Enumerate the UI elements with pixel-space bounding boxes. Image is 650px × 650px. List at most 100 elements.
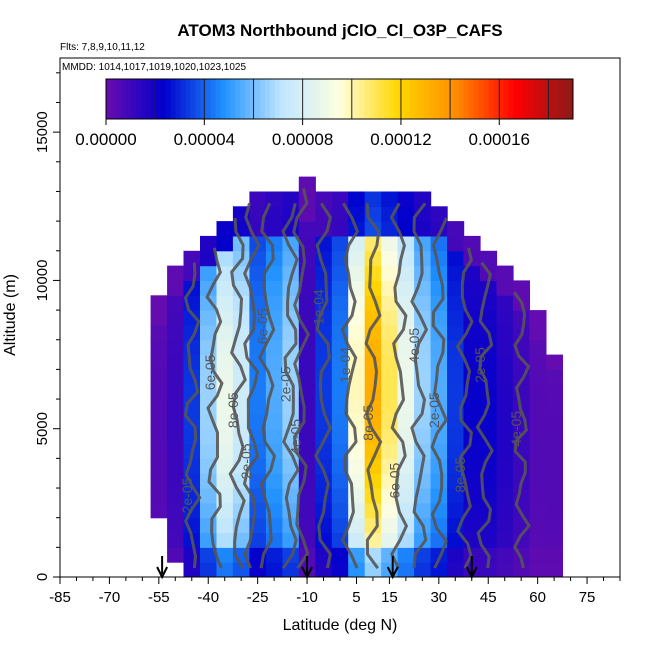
heatmap-cell xyxy=(381,191,399,207)
contour-line xyxy=(281,202,300,569)
heatmap-cell xyxy=(167,413,185,430)
contour-label: 4e-05 xyxy=(287,419,303,455)
x-tick-label: -40 xyxy=(197,589,219,606)
heatmap-cell xyxy=(381,324,399,341)
heatmap-cell xyxy=(298,280,316,296)
colorbar-swatch xyxy=(175,79,181,119)
heatmap-cell xyxy=(282,280,300,296)
heatmap-cell xyxy=(496,413,514,430)
colorbar-swatch xyxy=(250,79,256,119)
heatmap-cell xyxy=(200,369,218,385)
heatmap-cell xyxy=(414,502,432,519)
heatmap-cell xyxy=(331,295,349,311)
colorbar-swatch xyxy=(339,79,345,119)
heatmap-cell xyxy=(232,384,250,400)
colorbar-swatch xyxy=(110,79,117,119)
heatmap-cell xyxy=(249,191,267,207)
colorbar-swatch xyxy=(458,79,465,119)
heatmap-cell xyxy=(167,384,185,400)
x-tick-label: -25 xyxy=(247,589,269,606)
heatmap-cell xyxy=(496,532,514,548)
heatmap-cell xyxy=(397,562,415,577)
heatmap-cell xyxy=(364,473,382,489)
heatmap-cell xyxy=(414,221,432,237)
colorbar-swatch xyxy=(453,79,460,119)
heatmap-cell xyxy=(397,191,415,207)
heatmap-cell xyxy=(397,324,415,341)
colorbar-swatch xyxy=(319,79,325,119)
heatmap-cell xyxy=(150,324,168,341)
contour-label: 2e-05 xyxy=(278,366,294,402)
heatmap-cell xyxy=(167,295,185,311)
heatmap-cell xyxy=(381,235,399,252)
heatmap-cell xyxy=(545,428,563,445)
heatmap-cell xyxy=(265,428,283,445)
heatmap-cell xyxy=(331,235,349,252)
heatmap-cell xyxy=(447,265,465,281)
heatmap-cell xyxy=(381,473,399,489)
heatmap-cell xyxy=(348,562,366,577)
colorbar-swatch xyxy=(369,79,375,119)
heatmap-cell xyxy=(265,280,283,296)
heatmap-cell xyxy=(167,280,185,296)
colorbar-swatch xyxy=(543,79,549,119)
colorbar-swatch xyxy=(220,79,226,119)
heatmap-cell xyxy=(150,295,168,311)
heatmap-cell xyxy=(381,443,399,459)
colorbar-swatch xyxy=(215,79,221,119)
colorbar-swatch xyxy=(443,79,450,119)
heatmap-cell xyxy=(381,532,399,548)
heatmap-cell xyxy=(496,265,514,281)
colorbar-swatch xyxy=(409,79,415,119)
contour-line xyxy=(364,203,383,569)
heatmap-cell xyxy=(364,369,382,385)
heatmap-cell xyxy=(150,369,168,385)
heatmap-cell xyxy=(167,324,185,341)
dates-subtitle: MMDD: 1014,1017,1019,1020,1023,1025 xyxy=(62,62,246,73)
heatmap-cell xyxy=(512,384,530,400)
heatmap-cell xyxy=(414,295,432,311)
heatmap-cell xyxy=(480,517,498,534)
heatmap-cell xyxy=(397,547,415,563)
colorbar-tick-label: 0.00000 xyxy=(75,130,136,149)
heatmap-cell xyxy=(265,413,283,430)
heatmap-cell xyxy=(480,443,498,459)
heatmap-cell xyxy=(183,310,201,326)
colorbar-swatch xyxy=(379,79,385,119)
heatmap-cell xyxy=(364,191,382,207)
heatmap-cell xyxy=(364,428,382,445)
colorbar-swatch xyxy=(374,79,380,119)
heatmap-cell xyxy=(167,547,185,563)
heatmap-cell xyxy=(298,310,316,326)
heatmap-cell xyxy=(447,310,465,326)
heatmap-cell xyxy=(298,295,316,311)
colorbar-swatch xyxy=(195,79,201,119)
heatmap-cell xyxy=(414,428,432,445)
heatmap-cell xyxy=(331,280,349,296)
heatmap-cell xyxy=(545,532,563,548)
heatmap-cell xyxy=(249,399,267,415)
heatmap-cell xyxy=(381,369,399,385)
heatmap-cell xyxy=(430,280,448,296)
contour-label: 1e-04 xyxy=(311,289,327,325)
heatmap-cell xyxy=(150,413,168,430)
heatmap-cell xyxy=(480,354,498,370)
heatmap-cell xyxy=(232,562,250,577)
heatmap-cell xyxy=(529,384,547,400)
heatmap-cell xyxy=(447,547,465,563)
heatmap-cell xyxy=(331,547,349,563)
heatmap-cell xyxy=(348,517,366,534)
heatmap-cell xyxy=(167,473,185,489)
heatmap-cell xyxy=(381,310,399,326)
heatmap-cell xyxy=(348,384,366,400)
colorbar-swatch xyxy=(423,79,430,119)
heatmap-cell xyxy=(397,339,415,356)
colorbar-swatch xyxy=(548,79,554,119)
heatmap-cell xyxy=(447,250,465,267)
heatmap-cell xyxy=(315,562,333,577)
colorbar-swatch xyxy=(289,79,296,119)
heatmap-cell xyxy=(315,206,333,222)
heatmap-cell xyxy=(364,265,382,281)
heatmap-cell xyxy=(364,354,382,370)
